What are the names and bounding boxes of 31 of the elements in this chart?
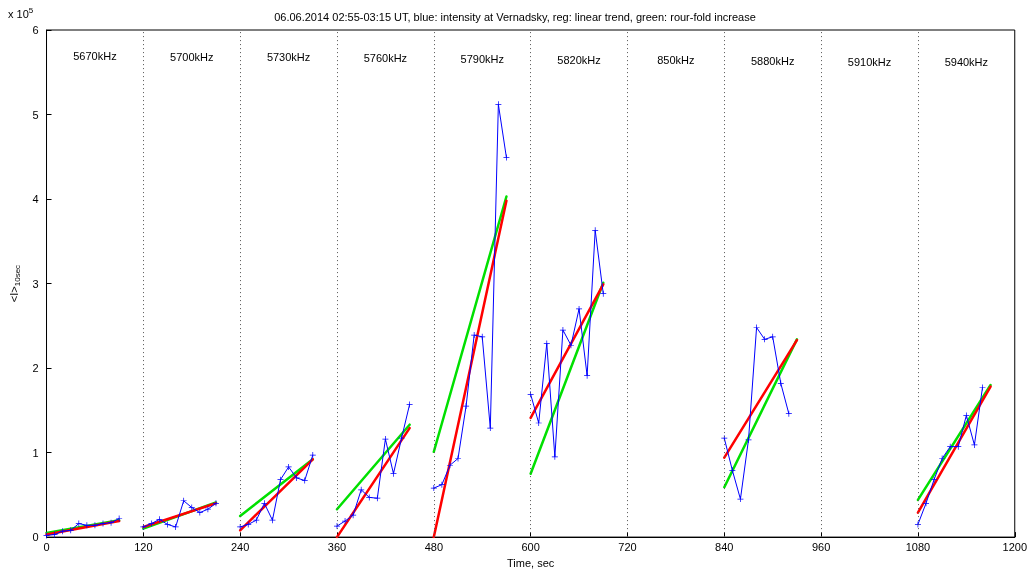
annotation: 5670kHz	[73, 50, 117, 62]
x-tick-label: 120	[134, 540, 153, 553]
y-tick-label: 5	[32, 108, 39, 121]
annotation: 5790kHz	[460, 52, 504, 65]
y-tick-label: 1	[32, 446, 39, 459]
x-tick-label: 240	[230, 540, 250, 553]
annotation: 5880kHz	[750, 54, 795, 67]
x-tick-label: 720	[618, 540, 637, 553]
annotation: 5820kHz	[557, 53, 601, 66]
annotation: 5730kHz	[266, 51, 311, 64]
x-axis-title: Time, sec	[507, 556, 555, 569]
chart-title: 06.06.2014 02:55-03:15 UT, blue: intensity at Vernadsky, reg: linear trend, green: rour-fold increase	[274, 10, 756, 23]
x-tick-label: 0	[43, 540, 50, 553]
y-tick-label: 3	[32, 277, 39, 290]
y-tick-label: 0	[32, 531, 39, 544]
x-tick-label: 840	[715, 540, 734, 553]
x-tick-label: 360	[327, 540, 347, 553]
annotation: 5940kHz	[944, 56, 989, 69]
x-tick-label: 480	[424, 540, 443, 553]
y-tick-label: 6	[32, 24, 39, 36]
y-tick-label: 2	[32, 362, 39, 375]
y-tick-label: 4	[32, 193, 39, 206]
x-tick-label: 600	[521, 540, 540, 553]
annotation: 5910kHz	[847, 55, 892, 68]
x-tick-label: 1080	[905, 540, 931, 553]
x-tick-label: 960	[811, 540, 831, 553]
x-tick-label: 1200	[1002, 540, 1028, 553]
y-axis-title: <I>10sec	[7, 264, 22, 303]
annotation: 850kHz	[657, 54, 695, 67]
annotation: 5700kHz	[170, 50, 214, 63]
annotation: 5760kHz	[363, 52, 408, 65]
